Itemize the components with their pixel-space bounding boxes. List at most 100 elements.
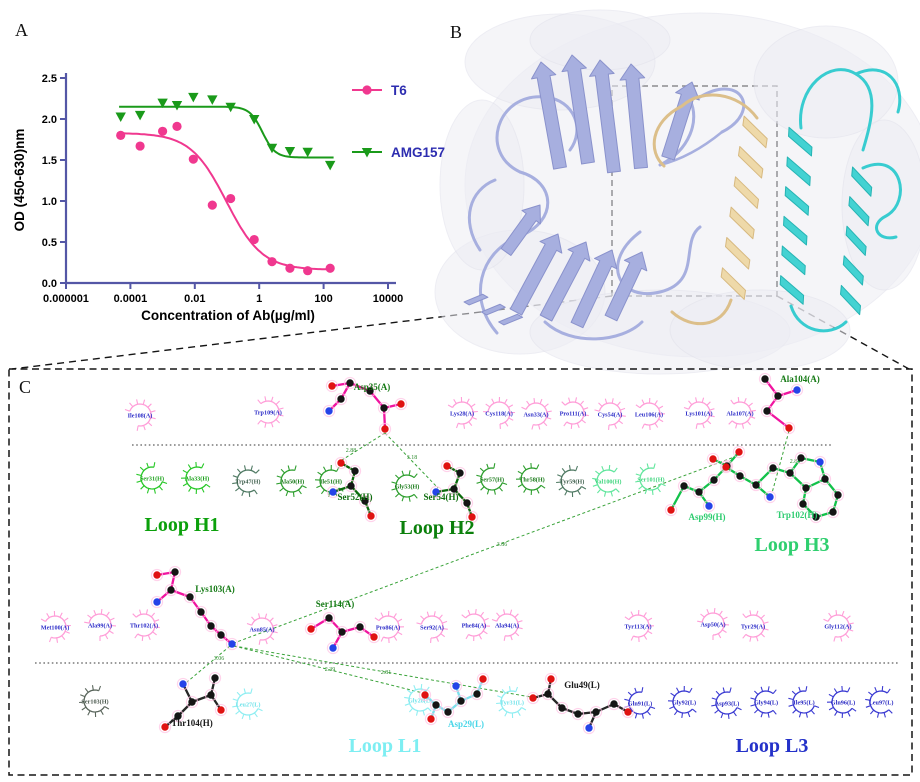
svg-text:2.81: 2.81 <box>381 670 392 676</box>
residue-arc-ser103h: Ser103(H) <box>79 685 110 718</box>
svg-text:Asp50(A): Asp50(A) <box>700 622 725 629</box>
panel-c-label: C <box>19 377 32 397</box>
residue-stick-lys103a: Lys103(A) <box>150 565 239 651</box>
svg-text:Asp29(L): Asp29(L) <box>448 719 484 729</box>
residue-arc-lys101a: Lys101(A) <box>683 397 715 429</box>
svg-text:Ala104(A): Ala104(A) <box>780 374 820 384</box>
residue-stick-asp99h: Asp99(H) <box>664 445 746 522</box>
svg-text:Thr104(H): Thr104(H) <box>171 718 213 728</box>
svg-text:Tyr31(L): Tyr31(L) <box>500 700 524 707</box>
residue-arc-ala107a: Ala107(A) <box>726 397 756 429</box>
svg-text:Phe84(A): Phe84(A) <box>462 623 487 630</box>
residue-arc-ala99a: Ala99(A) <box>84 609 117 641</box>
svg-text:Loop L1: Loop L1 <box>349 735 422 757</box>
svg-text:Gln96(L): Gln96(L) <box>831 700 855 707</box>
residue-arc-val100h: Val100(H) <box>592 465 621 497</box>
svg-text:Leu27(L): Leu27(L) <box>236 702 261 709</box>
residue-arc-tyr59h: Tyr59(H) <box>556 465 587 498</box>
residue-arc-ser101h: Ser101(H) <box>635 463 666 495</box>
chart-a: 0.0 0.5 1.0 1.5 2.0 2.5 0.000001 0.0001 0.01 1 100… <box>12 73 445 323</box>
svg-text:Lys101(A): Lys101(A) <box>685 411 712 418</box>
residue-stick-ser114a: Ser114(A) <box>304 599 381 655</box>
svg-text:Loop L3: Loop L3 <box>736 735 809 757</box>
svg-text:Ala50(H): Ala50(H) <box>280 479 304 486</box>
residue-stick-glu49l: Glu49(L) <box>526 672 635 735</box>
svg-text:Ser101(H): Ser101(H) <box>637 477 664 484</box>
residue-stick-asp29l: Asp29(L) <box>418 672 490 729</box>
residue-arc-ala33h: Ala33(H) <box>180 461 211 495</box>
svg-text:Cys54(A): Cys54(A) <box>598 412 623 419</box>
series-amg157 <box>115 92 336 171</box>
svg-text:Asp35(A): Asp35(A) <box>354 382 391 392</box>
svg-text:Ala94(A): Ala94(A) <box>495 623 519 630</box>
svg-text:Lys28(A): Lys28(A) <box>450 411 474 418</box>
residue-arc-asp93l: Asp93(L) <box>711 687 742 719</box>
residue-arc-ser31h: Ser31(H) <box>136 462 168 494</box>
svg-text:3.18: 3.18 <box>407 455 418 461</box>
svg-text:Trp47(H): Trp47(H) <box>236 479 261 486</box>
residue-stick-thr104h: Thr104(H) <box>158 671 228 734</box>
residue-arc-trp47h: Trp47(H) <box>232 465 260 497</box>
chart-legend: T6 AMG157 <box>352 83 445 160</box>
svg-text:0.0: 0.0 <box>42 278 57 290</box>
residue-stick-asp35a: Asp35(A) <box>322 376 408 436</box>
svg-text:Gln91(L): Gln91(L) <box>628 701 652 708</box>
protein-cartoon <box>434 9 920 375</box>
svg-text:Ser31(H): Ser31(H) <box>140 476 164 483</box>
svg-text:Ser54(H): Ser54(H) <box>424 492 459 502</box>
svg-text:Leu106(A): Leu106(A) <box>635 412 663 419</box>
svg-text:2.83: 2.83 <box>790 459 801 465</box>
interaction-diagram-content: 2.88 3.18 2.83 3.86 3.06 2.39 2.81 Ile108(A) Trp… <box>8 368 913 776</box>
series-t6 <box>116 121 335 276</box>
svg-text:2.88: 2.88 <box>346 448 357 454</box>
svg-text:Gly112(A): Gly112(A) <box>824 624 851 631</box>
residue-arc-leu27l: Leu27(L) <box>232 688 263 720</box>
residue-arc-ile95l: Ile95(L) <box>788 686 820 718</box>
residue-arc-tyr31l: Tyr31(L) <box>496 686 527 719</box>
svg-text:Loop H3: Loop H3 <box>754 534 829 556</box>
svg-text:2.0: 2.0 <box>42 114 57 126</box>
svg-text:Ala33(H): Ala33(H) <box>185 476 209 483</box>
svg-text:Loop H2: Loop H2 <box>399 517 474 539</box>
svg-text:Lys103(A): Lys103(A) <box>195 584 235 594</box>
residue-arc-ala50h: Ala50(H) <box>276 465 307 497</box>
svg-text:Thr102(A): Thr102(A) <box>130 623 158 630</box>
residue-arc-asn33a: Asn33(A) <box>521 398 552 430</box>
residue-stick-trp102h: Trp102(H) <box>719 451 845 524</box>
svg-text:Ile95(L): Ile95(L) <box>793 700 814 707</box>
residue-arc-asn85a: Asn85(A) <box>246 613 278 645</box>
svg-text:Ser57(H): Ser57(H) <box>480 477 504 484</box>
residue-arc-thr102a: Thr102(A) <box>130 609 160 641</box>
residue-arc-cys54a: Cys54(A) <box>594 398 626 430</box>
svg-text:Gly94(L): Gly94(L) <box>754 700 778 707</box>
svg-text:1: 1 <box>256 293 262 305</box>
svg-text:3.06: 3.06 <box>214 656 225 662</box>
residue-arc-trp109a: Trp109(A) <box>254 396 284 428</box>
residue-arc-leu106a: Leu106(A) <box>635 397 666 431</box>
panel-b-label: B <box>450 22 463 42</box>
residue-arc-ser92a: Ser92(A) <box>416 611 448 643</box>
svg-text:0.000001: 0.000001 <box>43 293 89 305</box>
residue-stick-ser52h: Ser52(H) <box>326 456 378 523</box>
svg-text:Ala107(A): Ala107(A) <box>726 411 753 418</box>
svg-text:AMG157: AMG157 <box>391 145 445 160</box>
svg-text:Ile51(H): Ile51(H) <box>320 479 342 486</box>
svg-text:Tyr113(A): Tyr113(A) <box>624 624 651 631</box>
svg-text:Gly28(L): Gly28(L) <box>408 698 432 705</box>
svg-text:Asp93(L): Asp93(L) <box>715 701 740 708</box>
svg-text:Trp102(H): Trp102(H) <box>777 510 818 520</box>
svg-text:Asp99(H): Asp99(H) <box>688 512 725 522</box>
svg-text:Asn85(A): Asn85(A) <box>249 627 274 634</box>
svg-text:Pro111(A): Pro111(A) <box>560 411 587 418</box>
residue-arc-tyr29a: Tyr29(A) <box>741 610 769 642</box>
residue-arc-pro111a: Pro111(A) <box>560 397 589 429</box>
svg-text:0.0001: 0.0001 <box>114 293 148 305</box>
residue-stick-ala104a: Ala104(A) <box>758 372 820 435</box>
svg-text:Ser52(H): Ser52(H) <box>338 492 373 502</box>
residue-arc-phe84a: Phe84(A) <box>461 609 491 642</box>
svg-text:Concentration of Ab(µg/ml): Concentration of Ab(µg/ml) <box>141 308 315 323</box>
svg-text:Gly53(H): Gly53(H) <box>395 484 420 491</box>
svg-text:2.5: 2.5 <box>42 73 57 85</box>
